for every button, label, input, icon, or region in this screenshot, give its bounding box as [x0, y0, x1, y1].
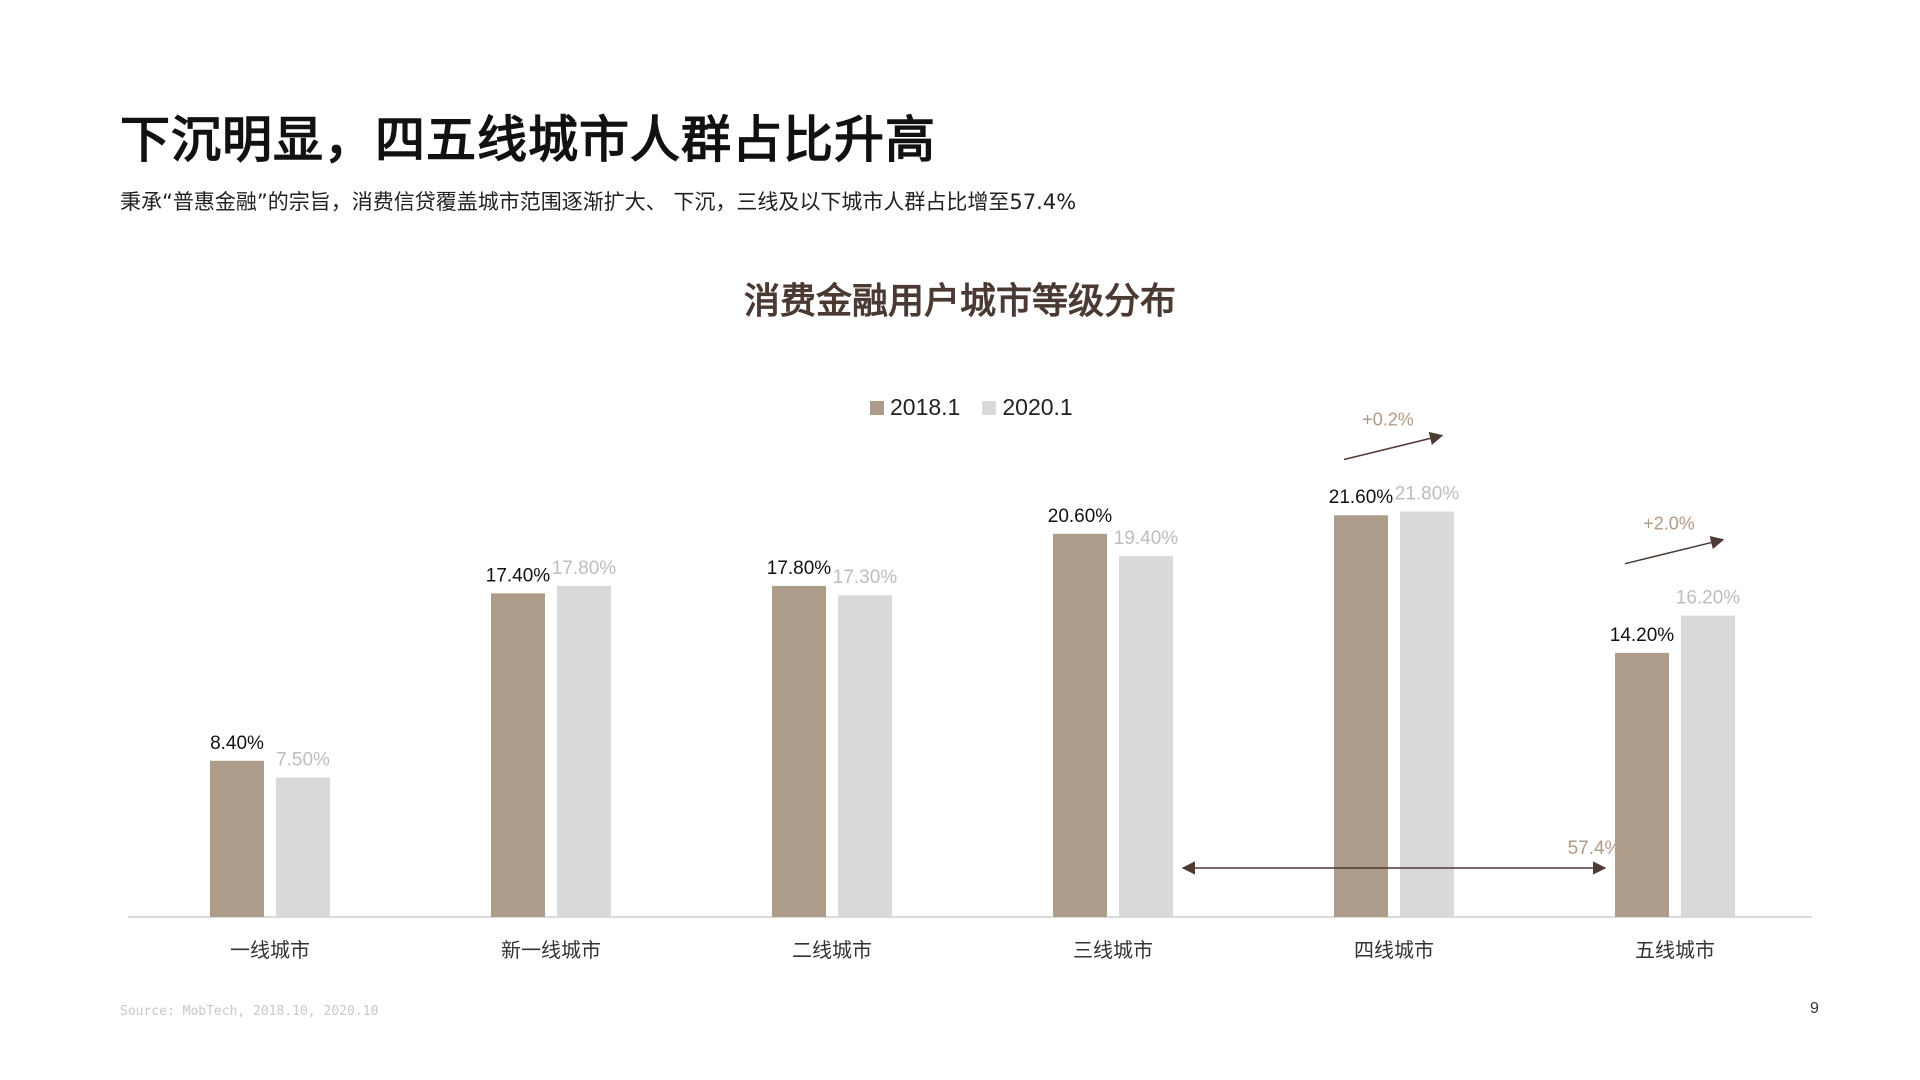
- bar-2020.1-4: [1400, 511, 1454, 917]
- trend-arrow-1: [1624, 536, 1725, 565]
- data-label-2020.1-3: 19.40%: [1114, 528, 1179, 549]
- legend-label-2018: 2018.1: [890, 394, 961, 420]
- x-tick-label-1: 新一线城市: [501, 938, 601, 962]
- legend-label-2020: 2020.1: [1002, 394, 1073, 420]
- x-tick-label-3: 三线城市: [1073, 938, 1153, 962]
- data-label-2020.1-5: 16.20%: [1676, 588, 1741, 609]
- x-tick-label-0: 一线城市: [230, 938, 310, 962]
- data-label-2018.1-4: 21.60%: [1329, 487, 1394, 508]
- bar-2018.1-2: [772, 585, 826, 917]
- data-label-2018.1-1: 17.40%: [486, 565, 551, 586]
- bar-2018.1-4: [1334, 515, 1388, 917]
- x-tick-label-4: 四线城市: [1354, 938, 1434, 962]
- chart-title: 消费金融用户城市等级分布: [743, 281, 1176, 322]
- bar-2018.1-5: [1615, 652, 1669, 917]
- bar-2020.1-0: [276, 777, 330, 917]
- data-label-2018.1-3: 20.60%: [1048, 506, 1113, 527]
- data-label-2018.1-5: 14.20%: [1610, 625, 1675, 646]
- bar-2018.1-1: [491, 593, 545, 917]
- bar-2018.1-0: [210, 760, 264, 917]
- data-label-2018.1-0: 8.40%: [210, 733, 264, 754]
- trend-label-1: +2.0%: [1643, 514, 1695, 534]
- legend-swatch-2018: [870, 400, 884, 415]
- bar-2020.1-3: [1119, 556, 1173, 917]
- data-label-2018.1-2: 17.80%: [767, 558, 832, 579]
- bar-2020.1-5: [1681, 615, 1735, 917]
- legend-item-2018: 2018.1: [870, 394, 960, 421]
- page-title: 下沉明显，四五线城市人群占比升高: [120, 111, 936, 169]
- data-label-2020.1-1: 17.80%: [552, 558, 617, 579]
- source-note: Source: MobTech, 2018.10, 2020.10: [120, 1004, 379, 1019]
- x-tick-label-2: 二线城市: [792, 938, 872, 962]
- data-label-2020.1-2: 17.30%: [833, 567, 898, 588]
- x-tick-label-5: 五线城市: [1635, 938, 1715, 962]
- page-subtitle: 秉承“普惠金融”的宗旨，消费信贷覆盖城市范围逐渐扩大、 下沉，三线及以下城市人群…: [120, 190, 1077, 214]
- bar-2020.1-1: [557, 585, 611, 917]
- page-number: 9: [1810, 1000, 1819, 1017]
- bar-2018.1-3: [1053, 533, 1107, 917]
- legend-item-2020: 2020.1: [982, 394, 1073, 421]
- data-label-2020.1-4: 21.80%: [1395, 484, 1460, 505]
- data-label-2020.1-0: 7.50%: [276, 750, 330, 771]
- chart-legend: 2018.1 2020.1: [870, 394, 1095, 421]
- legend-swatch-2020: [982, 400, 997, 415]
- trend-label-0: +0.2%: [1362, 410, 1414, 430]
- bar-2020.1-2: [838, 595, 892, 917]
- span-label: 57.4%: [1568, 838, 1622, 859]
- trend-arrow-0: [1343, 431, 1444, 461]
